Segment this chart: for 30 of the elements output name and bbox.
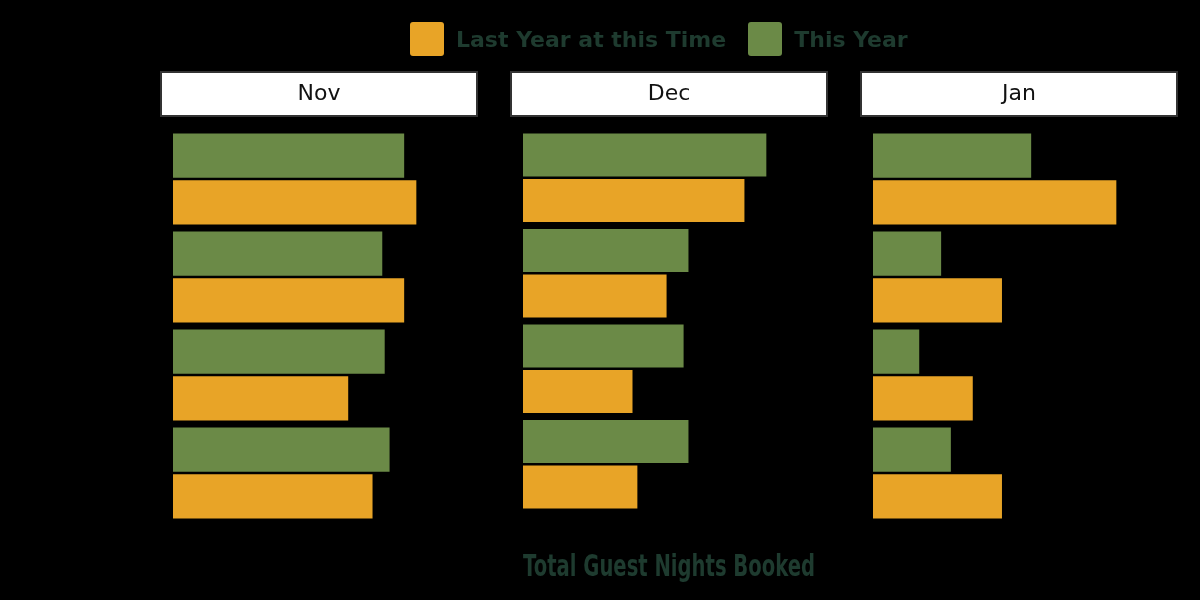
bar	[873, 376, 973, 421]
bar	[523, 229, 689, 273]
bar	[173, 133, 405, 178]
bar	[523, 133, 767, 177]
bar	[523, 465, 638, 509]
bar	[173, 427, 390, 472]
bar	[873, 474, 1002, 519]
legend-label: This Year	[794, 26, 908, 52]
bar	[873, 278, 1002, 323]
bar	[873, 329, 920, 374]
bar	[523, 369, 633, 413]
bar	[173, 231, 383, 276]
bar	[873, 427, 951, 472]
bar	[173, 278, 405, 323]
chart-title: Jan	[1000, 79, 1036, 105]
bar	[523, 420, 689, 464]
bar	[173, 376, 349, 421]
chart-title: Nov	[297, 79, 341, 105]
legend-label: Last Year at this Time	[456, 26, 727, 52]
bar	[873, 180, 1117, 225]
x-axis-title: Total Guest Nights Booked	[523, 547, 815, 583]
chart-title: Dec	[647, 79, 691, 105]
bar	[523, 178, 745, 222]
bar	[873, 133, 1032, 178]
bar	[173, 474, 373, 519]
bar	[523, 324, 684, 368]
bar	[523, 274, 667, 318]
bar	[173, 329, 385, 374]
bar	[173, 180, 417, 225]
bar	[873, 231, 942, 276]
